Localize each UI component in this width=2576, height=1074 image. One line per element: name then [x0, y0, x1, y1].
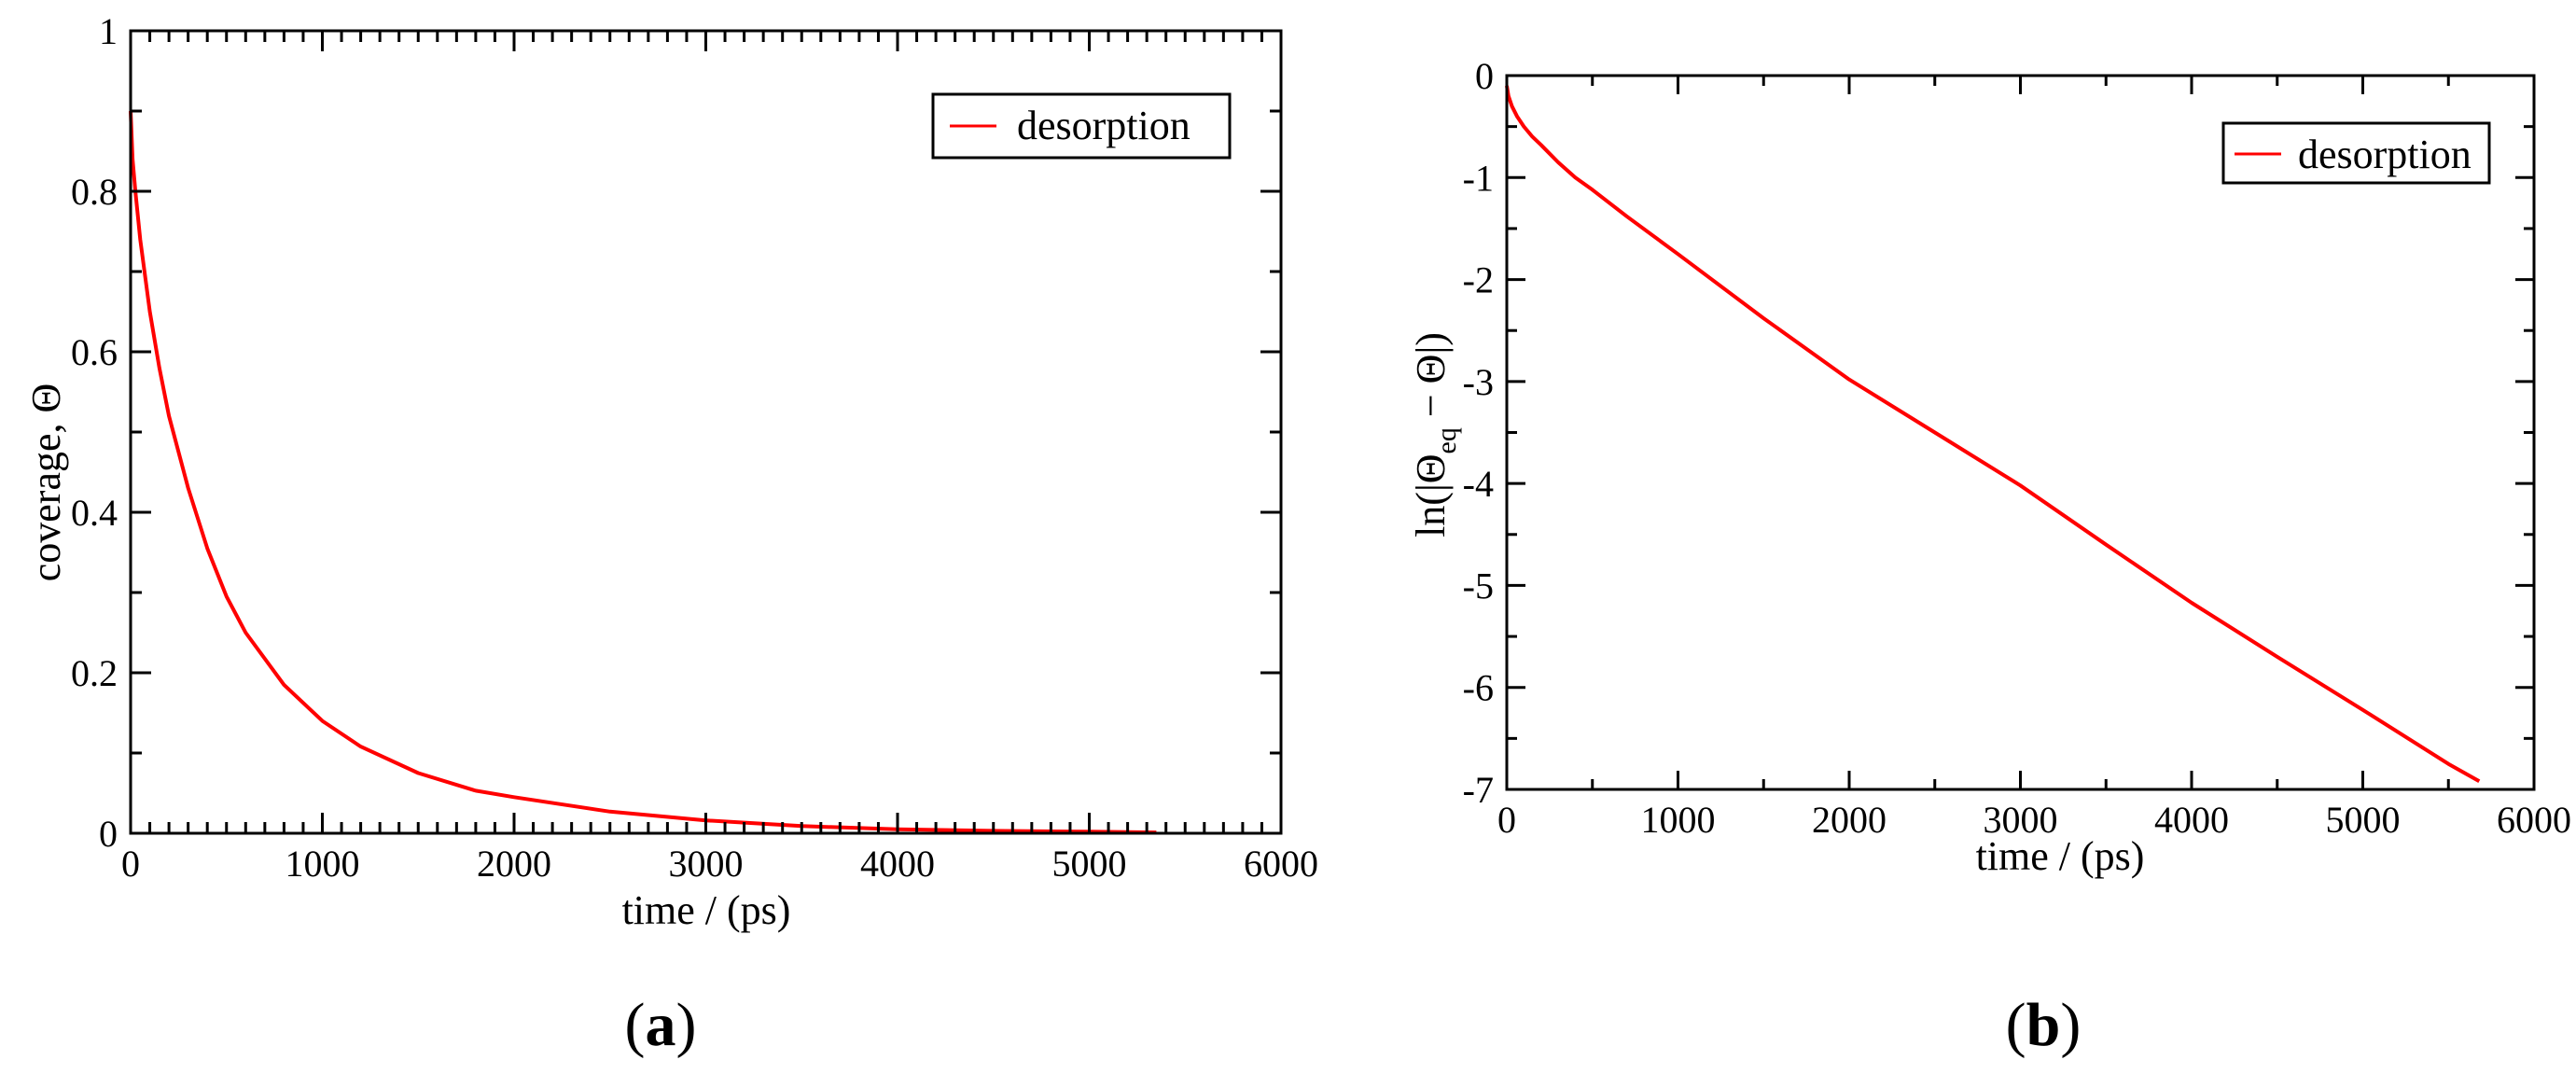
x-tick-label-a: 0: [121, 843, 140, 885]
y-tick-label-b: 0: [1475, 55, 1494, 97]
x-axis-label-b: time / (ps): [1976, 833, 2145, 879]
panel-label-b: (b): [2006, 991, 2082, 1059]
series-line-desorption-a: [129, 110, 1157, 835]
x-tick-label-a: 3000: [669, 843, 744, 885]
x-tick-label-b: 5000: [2326, 799, 2401, 841]
y-tick-label-b: -7: [1463, 769, 1494, 811]
y-tick-label-a: 0: [99, 813, 118, 855]
series-layer-a: [129, 110, 1157, 835]
x-tick-label-b: 4000: [2154, 799, 2229, 841]
x-tick-label-b: 2000: [1812, 799, 1887, 841]
chart-panel-b: 0 1000 2000 3000 4000 5000 6000-7-6-5-4-3-2-10…: [1408, 55, 2571, 1059]
series-line-desorption-b: [1505, 85, 2481, 784]
legend-a: desorption: [931, 92, 1232, 160]
x-axis-label-a: time / (ps): [622, 887, 791, 933]
series-layer-b: [1505, 85, 2481, 784]
ticks-layer-b: [1505, 74, 2536, 791]
x-tick-label-a: 1000: [285, 843, 360, 885]
y-axis-label-b: ln(|Θeq − Θ|): [1408, 332, 1462, 537]
y-tick-label-b: -1: [1463, 157, 1494, 199]
y-tick-label-b: -4: [1463, 463, 1494, 505]
y-tick-label-b: -2: [1463, 259, 1494, 301]
y-tick-label-b: -6: [1463, 667, 1494, 709]
y-tick-label-a: 0.2: [71, 652, 118, 694]
x-tick-label-b: 3000: [1984, 799, 2058, 841]
x-tick-label-b: 6000: [2497, 799, 2571, 841]
y-tick-label-b: -5: [1463, 565, 1494, 607]
legend-label-b: desorption: [2298, 132, 2472, 177]
x-tick-label-a: 2000: [477, 843, 551, 885]
y-tick-label-a: 0.6: [71, 331, 118, 373]
chart-panel-a: 0 1000 2000 3000 4000 5000 600000.20.40.60.81 …: [23, 10, 1318, 1059]
legend-b: desorption: [2221, 121, 2491, 185]
tick-labels-a: 0 1000 2000 3000 4000 5000 6000 0 0.2 0.4 0.6 0.8 1: [71, 10, 1318, 885]
tick-labels-b: 0 1000 2000 3000 4000 5000 6000 -7 -6 -5 -4 -3 -2 -1 0: [1463, 55, 2571, 841]
x-tick-label-b: 0: [1497, 799, 1516, 841]
legend-label-a: desorption: [1017, 103, 1191, 148]
x-tick-label-a: 6000: [1244, 843, 1318, 885]
y-tick-label-b: -3: [1463, 361, 1494, 403]
y-tick-label-a: 1: [99, 10, 118, 52]
x-tick-label-a: 5000: [1052, 843, 1127, 885]
y-tick-label-a: 0.4: [71, 492, 118, 534]
x-tick-label-a: 4000: [860, 843, 935, 885]
x-tick-label-b: 1000: [1641, 799, 1716, 841]
y-tick-label-a: 0.8: [71, 171, 118, 213]
panel-label-a: (a): [625, 991, 697, 1059]
ticks-layer-a: [129, 29, 1283, 835]
y-axis-label-a: coverage, Θ: [23, 384, 69, 582]
